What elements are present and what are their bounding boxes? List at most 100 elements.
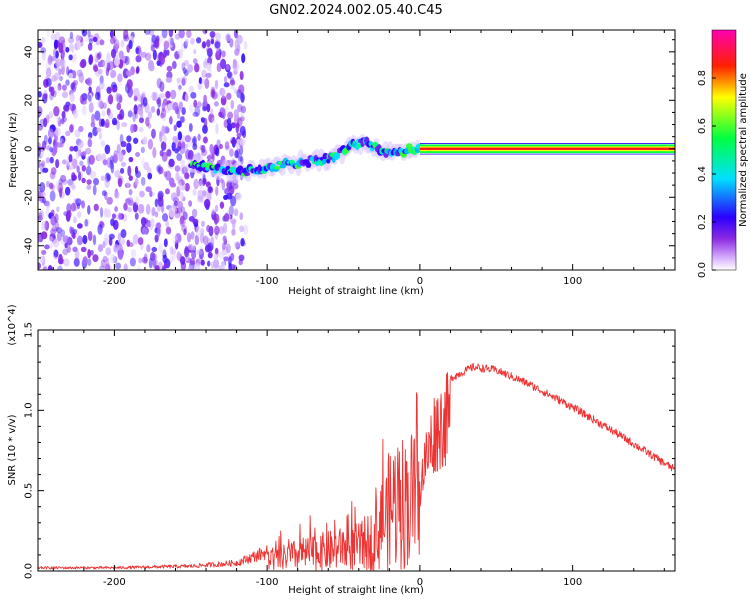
noise-cell	[105, 257, 110, 268]
noise-cell	[142, 136, 148, 145]
noise-cell	[76, 211, 82, 219]
noise-cell	[140, 217, 147, 226]
noise-cell	[143, 161, 150, 171]
noise-cell	[194, 263, 201, 270]
noise-cell	[148, 257, 153, 269]
noise-cell	[165, 127, 170, 134]
noise-cell	[84, 218, 89, 227]
noise-cell	[81, 30, 88, 37]
y-tick-label: 40	[24, 45, 35, 58]
noise-cell	[92, 36, 98, 43]
noise-cell	[109, 159, 114, 170]
noise-cell	[228, 205, 234, 217]
noise-cell	[225, 33, 231, 42]
noise-cell	[151, 128, 156, 139]
noise-cell	[119, 167, 125, 174]
noise-cell	[108, 233, 115, 240]
snr-panel: -200 -100 0 100 0.0 0.5 1.0 1.5 Height of strai…	[7, 304, 676, 596]
noise-cell	[174, 165, 181, 172]
noise-cell	[240, 92, 245, 103]
noise-cell	[128, 188, 133, 196]
noise-cell	[128, 39, 133, 50]
noise-cell	[175, 232, 182, 243]
noise-cell	[126, 69, 133, 77]
noise-cell	[104, 118, 110, 128]
tone-band-core	[419, 147, 675, 150]
noise-cell	[192, 58, 198, 65]
noise-cell	[153, 91, 159, 102]
noise-cell	[55, 227, 63, 234]
noise-cell	[50, 56, 57, 62]
noise-cell	[190, 91, 197, 99]
noise-cell	[81, 177, 86, 184]
noise-cell	[106, 157, 112, 168]
noise-cell	[230, 139, 237, 145]
noise-cell	[69, 182, 76, 189]
noise-cell	[215, 123, 219, 135]
noise-cell	[54, 213, 59, 224]
noise-cell	[79, 160, 84, 167]
noise-cell	[88, 102, 94, 113]
noise-cell	[106, 86, 112, 94]
noise-cell	[109, 30, 114, 39]
noise-cell	[66, 245, 71, 254]
noise-cell	[181, 141, 186, 149]
noise-cell	[158, 34, 163, 44]
noise-cell	[194, 63, 200, 73]
noise-cell	[44, 244, 50, 250]
noise-cell	[202, 41, 207, 49]
noise-cell	[126, 135, 132, 143]
noise-cell	[81, 165, 86, 172]
noise-cell	[145, 104, 151, 113]
noise-cell	[192, 188, 197, 197]
noise-cell	[50, 86, 55, 97]
noise-cell	[211, 117, 216, 125]
ridge-cell	[326, 158, 331, 164]
noise-cell	[40, 160, 46, 167]
noise-cell	[233, 109, 239, 119]
noise-cell	[110, 69, 117, 78]
noise-cell	[241, 53, 246, 64]
noise-cell	[214, 79, 219, 90]
noise-cell	[55, 31, 61, 41]
noise-cell	[38, 91, 42, 98]
x-tick-label: 100	[563, 276, 582, 287]
noise-cell	[195, 37, 202, 44]
noise-cell	[133, 87, 140, 97]
noise-cell	[235, 193, 242, 201]
noise-cell	[183, 247, 189, 258]
noise-cell	[97, 99, 104, 109]
noise-cell	[91, 113, 95, 125]
noise-cell	[101, 110, 106, 117]
noise-cell	[69, 31, 74, 40]
colorbar-label: Normalized spectral amplitude	[738, 73, 749, 227]
noise-cell	[48, 111, 54, 119]
noise-cell	[134, 178, 139, 186]
noise-cell	[121, 121, 128, 128]
noise-cell	[211, 208, 216, 215]
noise-cell	[93, 65, 99, 72]
noise-cell	[48, 54, 53, 64]
noise-cell	[240, 105, 247, 114]
noise-cell	[138, 257, 143, 264]
noise-cell	[100, 259, 107, 268]
noise-cell	[117, 177, 123, 188]
noise-cell	[206, 62, 212, 71]
noise-cell	[69, 164, 74, 171]
noise-cell	[191, 208, 198, 218]
noise-cell	[239, 138, 246, 146]
noise-cell	[204, 78, 210, 89]
noise-cell	[203, 94, 207, 103]
noise-cell	[160, 248, 167, 256]
noise-cell	[216, 90, 221, 101]
noise-cell	[87, 43, 93, 51]
noise-cell	[206, 47, 213, 58]
noise-cell	[126, 79, 133, 90]
noise-cell	[45, 157, 51, 164]
noise-cell	[154, 211, 159, 218]
noise-cell	[70, 202, 76, 212]
noise-cell	[78, 149, 82, 157]
noise-cell	[92, 184, 97, 196]
noise-cell	[166, 149, 172, 157]
